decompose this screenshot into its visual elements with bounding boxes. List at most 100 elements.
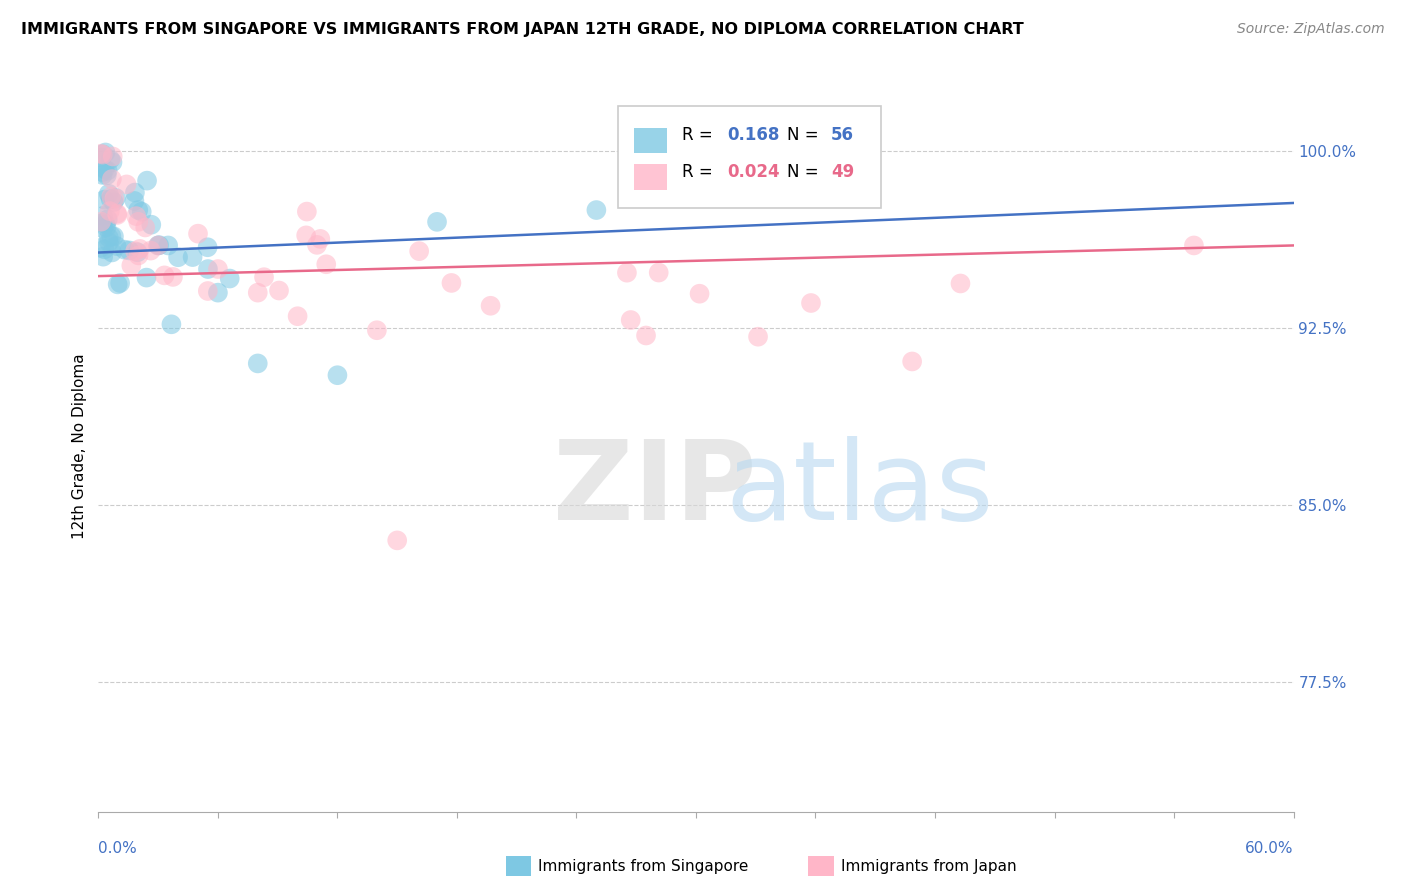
Point <box>287 310 309 324</box>
Point <box>305 238 328 252</box>
Point <box>160 318 183 332</box>
Point <box>157 238 180 252</box>
Point <box>125 209 148 223</box>
Point <box>90 215 112 229</box>
Point <box>440 276 463 290</box>
Point <box>148 238 170 252</box>
Point <box>207 285 229 300</box>
Text: ZIP: ZIP <box>553 436 756 543</box>
Point <box>616 266 638 280</box>
Text: 0.024: 0.024 <box>727 162 780 181</box>
FancyBboxPatch shape <box>634 128 668 153</box>
Point <box>101 149 124 163</box>
Point <box>326 368 349 383</box>
Point <box>94 217 117 231</box>
Point <box>90 151 112 165</box>
Point <box>103 192 125 206</box>
Point <box>93 243 115 257</box>
Point <box>197 284 219 298</box>
Point <box>366 323 388 337</box>
Point <box>91 147 114 161</box>
Point <box>901 354 924 368</box>
Point <box>108 276 131 290</box>
Point <box>115 178 138 192</box>
FancyBboxPatch shape <box>634 164 668 190</box>
Point <box>97 235 120 250</box>
Point <box>124 186 146 200</box>
Point <box>124 244 146 259</box>
Point <box>101 172 124 186</box>
Point <box>295 204 318 219</box>
Point <box>167 250 190 264</box>
Point <box>101 155 124 169</box>
Point <box>91 209 114 223</box>
Point <box>96 220 118 235</box>
Point <box>118 244 141 258</box>
Point <box>127 202 149 217</box>
Point <box>148 238 170 252</box>
Text: 0.168: 0.168 <box>727 126 779 145</box>
Text: 56: 56 <box>831 126 853 145</box>
FancyBboxPatch shape <box>619 106 882 209</box>
Point <box>93 216 115 230</box>
Point <box>127 245 149 260</box>
Point <box>246 356 269 370</box>
Point <box>139 244 162 258</box>
Point <box>585 202 607 217</box>
Point <box>120 259 142 273</box>
Point <box>105 208 128 222</box>
Point <box>105 206 128 220</box>
Point <box>295 228 318 243</box>
Point <box>479 299 502 313</box>
Point <box>800 296 823 310</box>
Point <box>218 271 240 285</box>
Point <box>689 286 711 301</box>
Text: 49: 49 <box>831 162 855 181</box>
Text: R =: R = <box>682 162 717 181</box>
Point <box>100 189 122 203</box>
Point <box>197 262 219 277</box>
Point <box>207 262 229 277</box>
Point <box>309 232 332 246</box>
Point <box>104 191 127 205</box>
Point <box>91 250 114 264</box>
Point <box>148 238 170 252</box>
Text: 0.0%: 0.0% <box>98 841 138 856</box>
Point <box>181 250 204 264</box>
Point <box>124 194 146 208</box>
Point <box>101 245 124 260</box>
Point <box>141 218 163 232</box>
Text: IMMIGRANTS FROM SINGAPORE VS IMMIGRANTS FROM JAPAN 12TH GRADE, NO DIPLOMA CORREL: IMMIGRANTS FROM SINGAPORE VS IMMIGRANTS … <box>21 22 1024 37</box>
Point <box>105 239 128 253</box>
Point <box>128 242 150 256</box>
Point <box>91 221 114 235</box>
Point <box>90 241 112 255</box>
Text: R =: R = <box>682 126 717 145</box>
Point <box>100 229 122 244</box>
Text: Source: ZipAtlas.com: Source: ZipAtlas.com <box>1237 22 1385 37</box>
Point <box>114 243 136 257</box>
Point <box>253 270 276 285</box>
Point <box>127 215 149 229</box>
Point <box>131 204 153 219</box>
Point <box>103 229 125 244</box>
Point <box>620 313 643 327</box>
Point <box>97 230 120 244</box>
Point <box>187 227 209 241</box>
Text: N =: N = <box>787 126 824 145</box>
Point <box>91 165 114 179</box>
Point <box>93 162 115 177</box>
Point <box>949 277 972 291</box>
Point <box>127 248 149 262</box>
Point <box>97 212 120 227</box>
Point <box>634 328 657 343</box>
Point <box>134 220 156 235</box>
Point <box>135 270 157 285</box>
Text: Immigrants from Singapore: Immigrants from Singapore <box>538 859 749 873</box>
Text: N =: N = <box>787 162 824 181</box>
Point <box>96 168 118 182</box>
Point <box>1182 238 1205 252</box>
Point <box>408 244 430 259</box>
Point <box>98 153 121 167</box>
Point <box>100 192 122 206</box>
